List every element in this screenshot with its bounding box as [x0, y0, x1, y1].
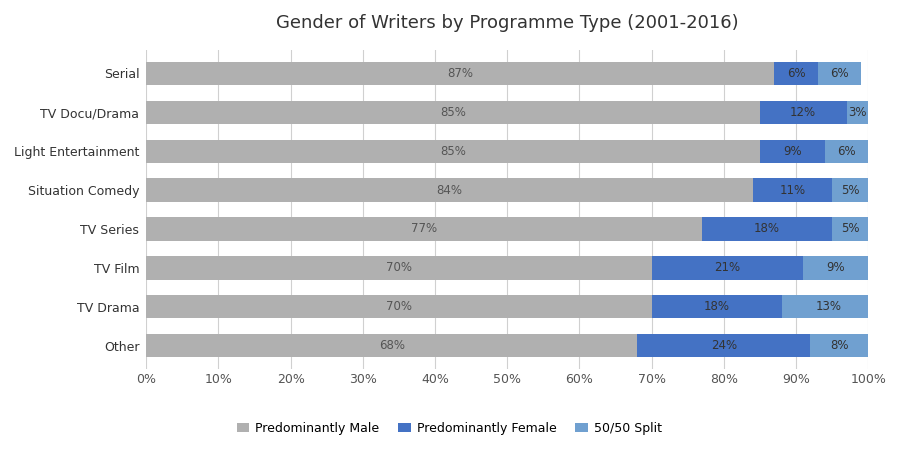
- Text: 9%: 9%: [826, 261, 845, 274]
- Bar: [146, 140, 760, 163]
- Title: Gender of Writers by Programme Type (2001-2016): Gender of Writers by Programme Type (200…: [276, 14, 739, 32]
- Bar: [803, 256, 868, 279]
- Bar: [146, 295, 652, 319]
- Text: 11%: 11%: [779, 184, 806, 197]
- Bar: [146, 179, 752, 202]
- Text: 85%: 85%: [440, 145, 466, 158]
- Bar: [637, 334, 810, 357]
- Text: 3%: 3%: [848, 106, 867, 119]
- Bar: [832, 179, 868, 202]
- Text: 84%: 84%: [436, 184, 463, 197]
- Legend: Predominantly Male, Predominantly Female, 50/50 Split: Predominantly Male, Predominantly Female…: [231, 417, 667, 440]
- Bar: [702, 217, 832, 241]
- Bar: [146, 101, 760, 124]
- Text: 13%: 13%: [815, 300, 842, 313]
- Text: 24%: 24%: [711, 339, 737, 352]
- Bar: [774, 62, 817, 85]
- Text: 6%: 6%: [837, 145, 856, 158]
- Text: 8%: 8%: [830, 339, 849, 352]
- Text: 70%: 70%: [386, 300, 412, 313]
- Bar: [810, 334, 868, 357]
- Bar: [652, 295, 781, 319]
- Bar: [146, 256, 652, 279]
- Text: 87%: 87%: [447, 67, 473, 80]
- Bar: [832, 217, 868, 241]
- Text: 6%: 6%: [830, 67, 849, 80]
- Bar: [146, 62, 774, 85]
- Text: 12%: 12%: [790, 106, 816, 119]
- Bar: [652, 256, 803, 279]
- Text: 9%: 9%: [783, 145, 802, 158]
- Text: 21%: 21%: [715, 261, 741, 274]
- Text: 6%: 6%: [787, 67, 806, 80]
- Bar: [817, 62, 861, 85]
- Bar: [146, 217, 702, 241]
- Bar: [146, 334, 637, 357]
- Text: 5%: 5%: [841, 222, 859, 235]
- Bar: [781, 295, 876, 319]
- Text: 85%: 85%: [440, 106, 466, 119]
- Text: 5%: 5%: [841, 184, 859, 197]
- Text: 18%: 18%: [704, 300, 730, 313]
- Text: 77%: 77%: [411, 222, 437, 235]
- Text: 70%: 70%: [386, 261, 412, 274]
- Bar: [760, 140, 825, 163]
- Text: 18%: 18%: [754, 222, 780, 235]
- Bar: [825, 140, 868, 163]
- Bar: [752, 179, 832, 202]
- Text: 68%: 68%: [379, 339, 405, 352]
- Bar: [847, 101, 868, 124]
- Bar: [760, 101, 847, 124]
